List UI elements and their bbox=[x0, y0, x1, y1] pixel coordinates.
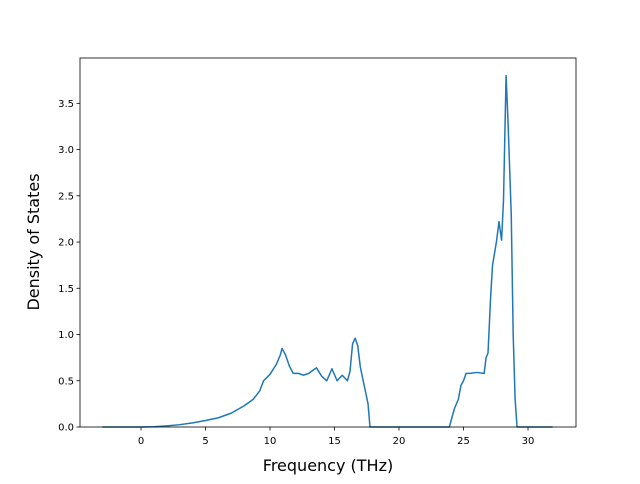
y-tick-label: 0.5 bbox=[58, 376, 74, 387]
x-tick-label: 10 bbox=[264, 436, 277, 447]
y-tick-label: 2.0 bbox=[58, 238, 74, 249]
y-tick-label: 0.0 bbox=[58, 423, 74, 434]
plot-frame bbox=[79, 57, 577, 428]
y-axis-label: Density of States bbox=[24, 173, 43, 310]
y-tick-label: 3.5 bbox=[58, 99, 74, 110]
y-tick-label: 1.5 bbox=[58, 284, 74, 295]
x-axis-label: Frequency (THz) bbox=[263, 456, 393, 475]
x-tick-label: 0 bbox=[138, 436, 144, 447]
y-tick-label: 2.5 bbox=[58, 191, 74, 202]
x-tick-label: 20 bbox=[393, 436, 406, 447]
y-tick-label: 1.0 bbox=[58, 330, 74, 341]
line bbox=[102, 74, 553, 428]
y-tick-label: 3.0 bbox=[58, 145, 74, 156]
x-tick-label: 30 bbox=[522, 436, 535, 447]
x-tick-label: 15 bbox=[328, 436, 341, 447]
x-tick-label: 5 bbox=[202, 436, 208, 447]
x-tick-label: 25 bbox=[457, 436, 470, 447]
